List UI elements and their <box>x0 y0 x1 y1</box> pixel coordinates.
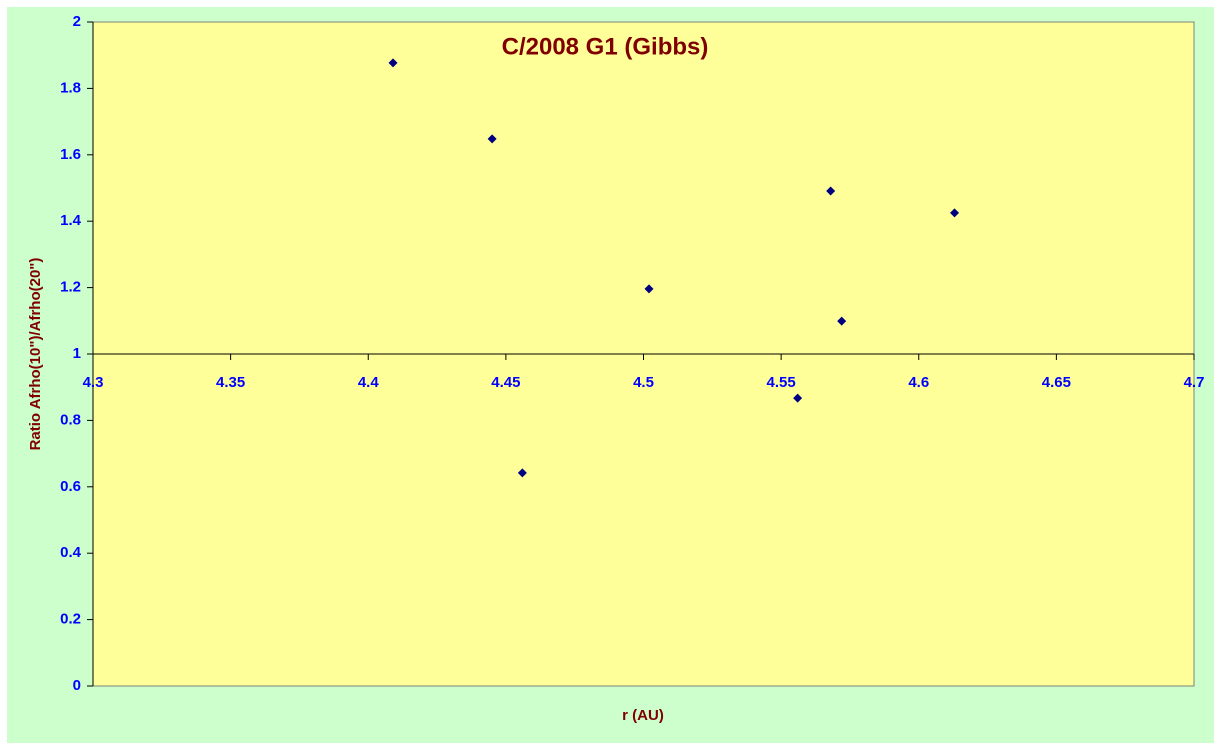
chart-title: C/2008 G1 (Gibbs) <box>502 33 709 60</box>
y-tick-label: 1.4 <box>60 212 82 229</box>
x-tick-label: 4.3 <box>83 374 104 391</box>
point <box>517 468 527 478</box>
x-tick-label: 4.35 <box>216 374 245 391</box>
x-tick-label: 4.55 <box>767 374 796 391</box>
x-tick-label: 4.45 <box>491 374 520 391</box>
point <box>950 208 960 218</box>
y-tick-label: 1.2 <box>60 279 81 296</box>
x-tick-label: 4.6 <box>908 374 929 391</box>
y-tick-label: 0.6 <box>60 478 81 495</box>
y-axis-label: Ratio Afrho(10")/Afrho(20") <box>27 258 44 451</box>
x-tick-label: 4.5 <box>633 374 654 391</box>
point <box>793 393 803 403</box>
y-tick-label: 1 <box>73 345 81 362</box>
y-tick-label: 0.8 <box>60 411 81 428</box>
y-tick-label: 1.8 <box>60 79 81 96</box>
y-tick-label: 0 <box>73 677 81 694</box>
point <box>644 284 654 294</box>
y-tick-label: 2 <box>73 13 81 30</box>
point <box>837 316 847 326</box>
x-axis-label: r (AU) <box>622 707 664 724</box>
x-tick-label: 4.7 <box>1184 374 1205 391</box>
point <box>487 134 497 144</box>
x-tick-label: 4.65 <box>1042 374 1071 391</box>
x-tick-label: 4.4 <box>358 374 380 391</box>
y-tick-label: 0.4 <box>60 544 82 561</box>
point <box>388 58 398 68</box>
point <box>826 186 836 196</box>
y-tick-label: 0.2 <box>60 611 81 628</box>
y-tick-label: 1.6 <box>60 146 81 163</box>
